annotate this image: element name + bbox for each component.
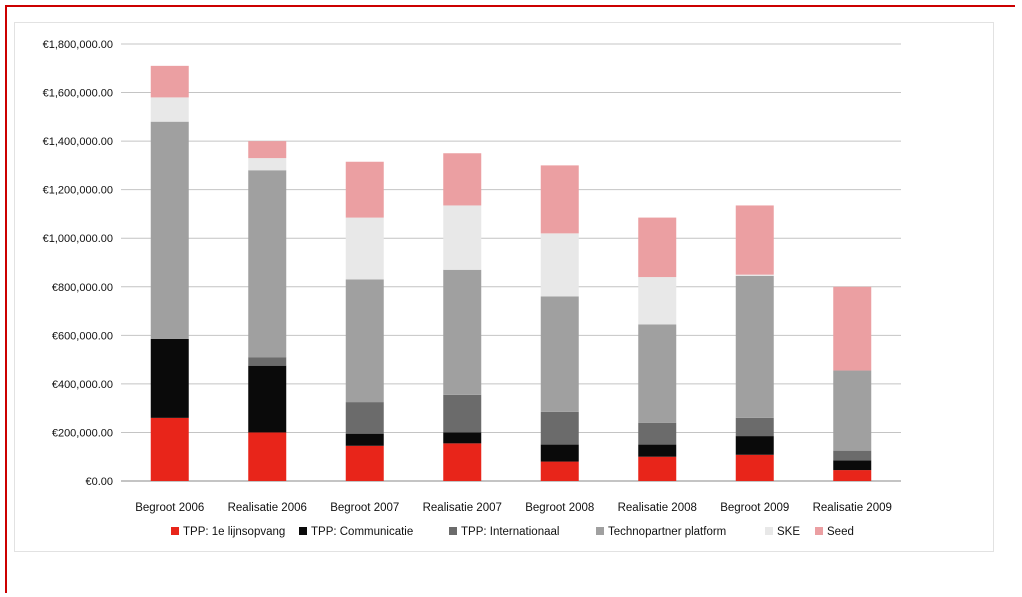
bar-segment: [443, 443, 482, 481]
y-tick-label: €1,400,000.00: [43, 136, 113, 148]
bar-segment: [638, 324, 677, 423]
x-tick-label: Realisatie 2006: [228, 502, 307, 514]
bar-segment: [540, 296, 579, 412]
x-tick-label: Begroot 2007: [330, 502, 399, 514]
bar-segment: [735, 436, 774, 455]
bar-segment: [150, 338, 189, 418]
x-tick-label: Begroot 2008: [525, 502, 594, 514]
bar-segment: [735, 454, 774, 481]
x-tick-label: Begroot 2009: [720, 502, 789, 514]
y-tick-label: €1,600,000.00: [43, 88, 113, 100]
bar-segment: [248, 141, 287, 159]
bar-segment: [540, 165, 579, 234]
bar-segment: [540, 233, 579, 297]
legend-swatch: [449, 527, 457, 535]
legend-item: TPP: Communicatie: [299, 526, 413, 538]
y-tick-label: €200,000.00: [52, 427, 113, 439]
gridlines: [121, 43, 901, 482]
legend-swatch: [171, 527, 179, 535]
bar-segment: [443, 394, 482, 433]
bar-segment: [443, 153, 482, 206]
bar-segment: [150, 417, 189, 481]
bar-stack: [833, 286, 872, 481]
legend-swatch: [765, 527, 773, 535]
bar-segment: [345, 161, 384, 218]
bar-segment: [833, 460, 872, 471]
bar-segment: [248, 432, 287, 481]
y-tick-label: €400,000.00: [52, 379, 113, 391]
bar-segment: [345, 445, 384, 481]
y-axis: €0.00 €200,000.00 €400,000.00 €600,000.00 €8…: [43, 39, 113, 488]
bar-segment: [345, 402, 384, 434]
y-tick-label: €600,000.00: [52, 330, 113, 342]
bar-segment: [735, 417, 774, 437]
bar-segment: [248, 158, 287, 171]
bar-segment: [833, 370, 872, 451]
bar-segment: [638, 422, 677, 445]
bar-segment: [345, 279, 384, 403]
x-tick-label: Realisatie 2008: [618, 502, 697, 514]
bar-segment: [443, 269, 482, 395]
y-tick-label: €0.00: [85, 476, 113, 488]
bar-stack: [443, 153, 482, 481]
x-tick-label: Realisatie 2007: [423, 502, 502, 514]
bar-segment: [150, 65, 189, 98]
bar-segment: [735, 274, 774, 276]
y-tick-label: €1,800,000.00: [43, 39, 113, 51]
bar-segment: [345, 433, 384, 446]
bars: [150, 65, 872, 481]
bar-segment: [638, 217, 677, 278]
stacked-bar-chart: €0.00 €200,000.00 €400,000.00 €600,000.00 €8…: [43, 39, 901, 538]
y-tick-label: €1,000,000.00: [43, 233, 113, 245]
legend-swatch: [596, 527, 604, 535]
chart-panel: €0.00 €200,000.00 €400,000.00 €600,000.00 €8…: [14, 22, 994, 552]
bar-segment: [833, 470, 872, 481]
bar-segment: [735, 205, 774, 275]
bar-segment: [443, 432, 482, 444]
bar-segment: [345, 217, 384, 280]
bar-stack: [248, 141, 287, 481]
legend-swatch: [299, 527, 307, 535]
bar-segment: [540, 411, 579, 445]
bar-segment: [638, 444, 677, 457]
legend-label: Seed: [827, 526, 854, 538]
bar-segment: [248, 170, 287, 358]
legend-item: TPP: Internationaal: [449, 526, 559, 538]
bar-segment: [735, 275, 774, 418]
legend-label: SKE: [777, 526, 800, 538]
x-axis: Begroot 2006 Realisatie 2006 Begroot 2007 R…: [135, 502, 892, 514]
bar-segment: [833, 450, 872, 461]
bar-stack: [638, 217, 677, 481]
bar-segment: [638, 456, 677, 481]
legend-item: SKE: [765, 526, 800, 538]
legend-item: Technopartner platform: [596, 526, 726, 538]
legend-label: Technopartner platform: [608, 526, 726, 538]
x-tick-label: Realisatie 2009: [813, 502, 892, 514]
legend-item: TPP: 1e lijnsopvang: [171, 526, 285, 538]
bar-segment: [833, 286, 872, 371]
legend-label: TPP: 1e lijnsopvang: [183, 526, 285, 538]
bar-segment: [150, 121, 189, 339]
legend-label: TPP: Communicatie: [311, 526, 413, 538]
bar-stack: [345, 161, 384, 481]
legend-label: TPP: Internationaal: [461, 526, 559, 538]
legend-item: Seed: [815, 526, 854, 538]
bar-stack: [150, 65, 189, 481]
bar-segment: [150, 97, 189, 122]
bar-segment: [248, 357, 287, 366]
y-tick-label: €800,000.00: [52, 282, 113, 294]
bar-segment: [540, 444, 579, 462]
legend: TPP: 1e lijnsopvang TPP: Communicatie TPP:…: [171, 526, 854, 538]
bar-stack: [735, 205, 774, 481]
bar-segment: [248, 365, 287, 433]
legend-swatch: [815, 527, 823, 535]
bar-segment: [638, 277, 677, 325]
outer-frame: [5, 5, 1015, 593]
x-tick-label: Begroot 2006: [135, 502, 204, 514]
bar-segment: [443, 205, 482, 270]
bar-segment: [540, 461, 579, 481]
bar-stack: [540, 165, 579, 481]
y-tick-label: €1,200,000.00: [43, 185, 113, 197]
